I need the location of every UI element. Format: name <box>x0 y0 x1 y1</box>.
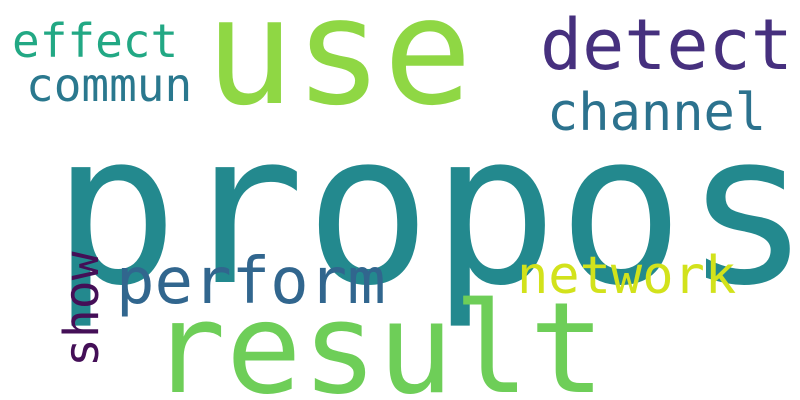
word-channel: channel <box>547 83 767 143</box>
word-use: use <box>205 0 473 138</box>
word-effect: effect <box>12 14 179 68</box>
word-commun: commun <box>26 58 193 112</box>
word-propos: propos <box>52 87 800 332</box>
word-network: network <box>517 246 737 306</box>
word-show: show <box>54 251 110 367</box>
word-detect: detect <box>540 4 793 86</box>
word-result: result <box>150 275 606 400</box>
word-perform: perform <box>116 245 386 319</box>
